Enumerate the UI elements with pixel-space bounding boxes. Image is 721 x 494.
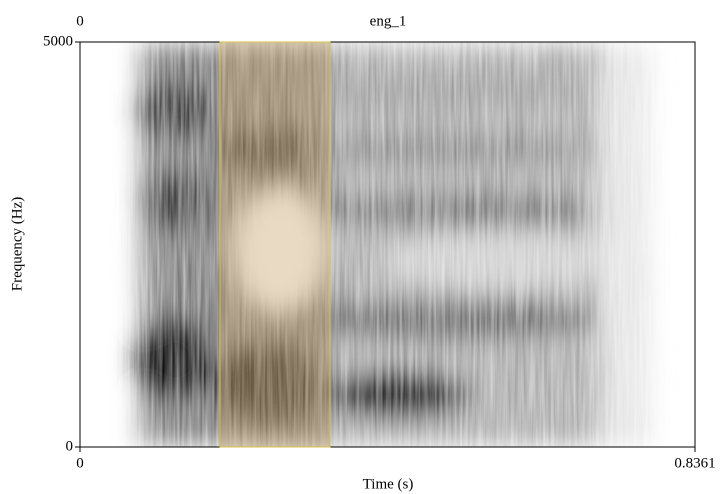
x-axis-label: Time (s)	[363, 476, 414, 492]
plot-frame	[79, 41, 696, 448]
y-axis-label: Frequency (Hz)	[9, 197, 25, 292]
chart-title: eng_1	[370, 13, 407, 29]
spectrogram	[80, 42, 695, 447]
selection	[219, 41, 331, 448]
y-tick-label: 0	[66, 438, 74, 454]
annotation: 0	[76, 13, 84, 29]
y-tick-label: 5000	[43, 33, 73, 49]
x-tick-label: 0.8361	[674, 455, 715, 471]
x-tick-label: 0	[76, 455, 84, 471]
